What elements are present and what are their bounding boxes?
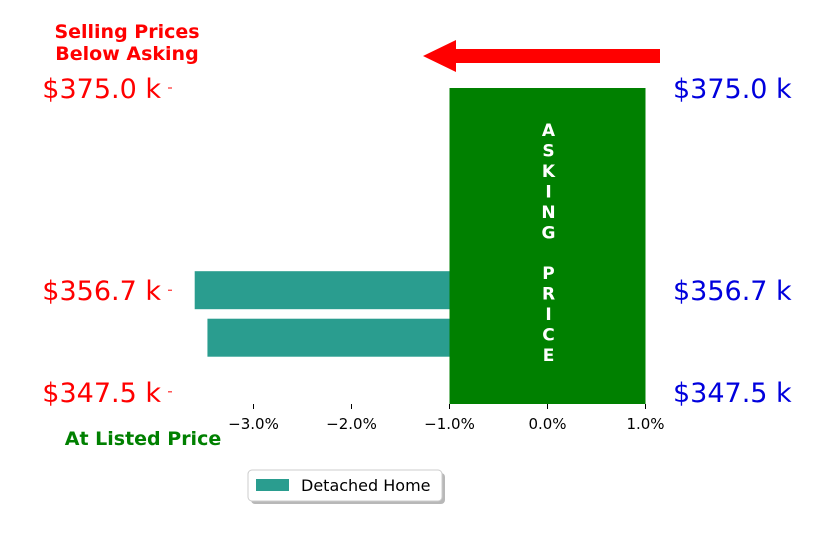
- asking-letter-3: I: [545, 183, 551, 203]
- asking-letter-8: R: [542, 285, 555, 305]
- asking-letter-10: C: [542, 326, 554, 346]
- legend-box: [247, 469, 443, 502]
- bottom-note: At Listed Price: [65, 428, 221, 450]
- asking-price-band: [449, 88, 646, 404]
- asking-letter-1: S: [542, 142, 554, 162]
- asking-letter-2: K: [542, 162, 556, 182]
- top-note-line-1: Below Asking: [55, 43, 198, 65]
- y-tick-label-right-0: $347.5 k: [673, 378, 792, 409]
- bar-0-1: [207, 318, 450, 357]
- x-tick-label-1: −2.0%: [326, 415, 377, 433]
- x-tick-label-2: −1.0%: [424, 415, 475, 433]
- x-tick-label-3: 0.0%: [528, 415, 566, 433]
- legend: Detached Home: [247, 469, 445, 504]
- asking-letter-9: I: [545, 305, 551, 325]
- asking-letter-0: A: [542, 121, 556, 141]
- y-tick-label-right-2: $375.0 k: [673, 74, 792, 105]
- top-note-line-0: Selling Prices: [54, 21, 199, 43]
- y-tick-label-right-1: $356.7 k: [673, 276, 792, 307]
- legend-swatch-0: [256, 479, 289, 491]
- legend-label-0: Detached Home: [301, 476, 431, 495]
- asking-letter-7: P: [542, 264, 554, 284]
- x-tick-label-4: 1.0%: [626, 415, 664, 433]
- bar-0-0: [194, 271, 450, 310]
- asking-letter-11: E: [543, 346, 555, 366]
- asking-letter-4: N: [541, 203, 555, 223]
- y-tick-label-left-2: $375.0 k: [42, 74, 161, 105]
- y-tick-label-left-0: $347.5 k: [42, 378, 161, 409]
- y-tick-label-left-1: $356.7 k: [42, 276, 161, 307]
- x-tick-label-0: −3.0%: [228, 415, 279, 433]
- left-arrow-icon: [423, 40, 660, 72]
- asking-letter-5: G: [542, 224, 556, 244]
